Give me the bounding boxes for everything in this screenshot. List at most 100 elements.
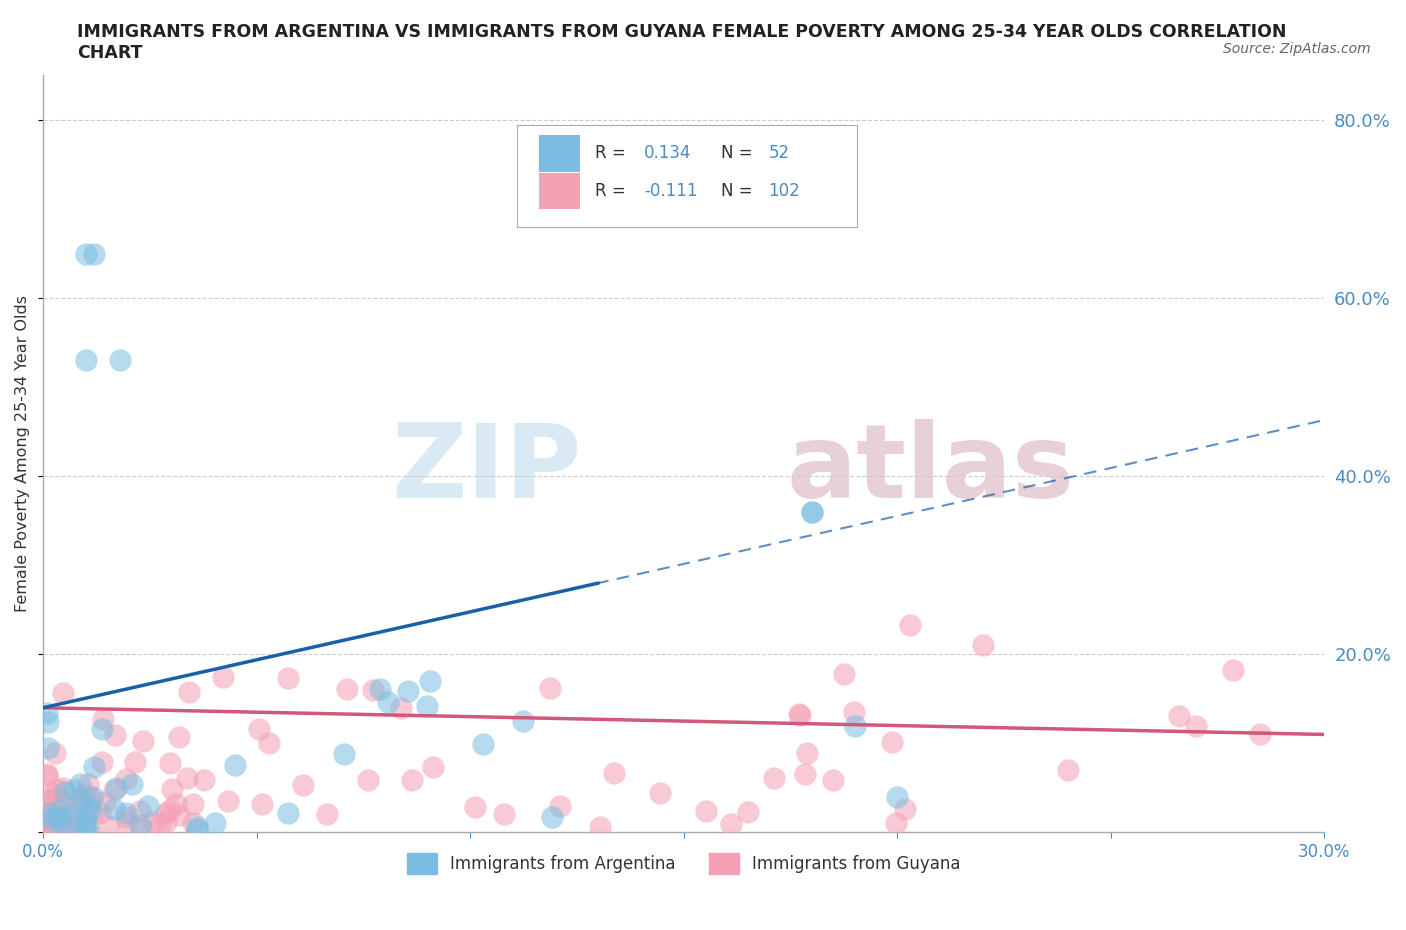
Point	[695, 804, 717, 818]
Text: 102: 102	[768, 182, 800, 200]
Point	[37, 822, 59, 837]
Text: ZIP: ZIP	[391, 418, 581, 520]
Point	[121, 777, 143, 791]
Point	[1222, 662, 1244, 677]
Point	[160, 781, 183, 796]
Point	[464, 799, 486, 814]
Point	[49, 803, 72, 817]
Point	[108, 353, 131, 368]
Point	[56, 817, 79, 831]
Point	[176, 770, 198, 785]
Point	[893, 802, 915, 817]
Point	[38, 792, 60, 807]
Point	[292, 777, 315, 792]
Point	[737, 804, 759, 819]
Point	[66, 792, 89, 807]
Point	[37, 814, 59, 829]
Point	[472, 737, 495, 751]
Point	[79, 803, 101, 817]
Point	[75, 823, 97, 838]
Point	[132, 734, 155, 749]
Point	[844, 718, 866, 733]
Legend: Immigrants from Argentina, Immigrants from Guyana: Immigrants from Argentina, Immigrants fr…	[401, 846, 967, 881]
Point	[45, 781, 67, 796]
Point	[37, 714, 59, 729]
Point	[75, 353, 97, 368]
Point	[69, 777, 91, 791]
Point	[53, 784, 76, 799]
Point	[41, 812, 63, 827]
Point	[257, 736, 280, 751]
Point	[167, 729, 190, 744]
Point	[512, 714, 534, 729]
Text: 0.134: 0.134	[644, 144, 692, 163]
Point	[46, 816, 69, 830]
Point	[800, 504, 823, 519]
Point	[793, 767, 815, 782]
Point	[115, 772, 138, 787]
Point	[165, 796, 187, 811]
Point	[159, 803, 181, 817]
Point	[56, 821, 79, 836]
Point	[250, 797, 273, 812]
Point	[548, 799, 571, 814]
Text: R =: R =	[595, 182, 631, 200]
Point	[37, 790, 59, 805]
Point	[70, 793, 93, 808]
Point	[177, 684, 200, 699]
Point	[401, 773, 423, 788]
Point	[142, 815, 165, 830]
Point	[336, 682, 359, 697]
Point	[37, 766, 59, 781]
Point	[1057, 763, 1080, 777]
Point	[167, 808, 190, 823]
Text: 52: 52	[768, 144, 790, 163]
Point	[52, 685, 75, 700]
Point	[416, 698, 439, 713]
Point	[186, 823, 208, 838]
Point	[117, 815, 139, 830]
Point	[52, 824, 75, 839]
Point	[155, 815, 177, 830]
Point	[91, 711, 114, 726]
Point	[42, 793, 65, 808]
Point	[224, 758, 246, 773]
Point	[1185, 718, 1208, 733]
Point	[277, 805, 299, 820]
Point	[105, 781, 128, 796]
Point	[844, 704, 866, 719]
Point	[129, 817, 152, 832]
Point	[103, 802, 125, 817]
Point	[42, 824, 65, 839]
Point	[357, 773, 380, 788]
Point	[63, 782, 86, 797]
Point	[114, 805, 136, 820]
Point	[37, 769, 59, 784]
Point	[422, 760, 444, 775]
Point	[316, 806, 339, 821]
Point	[800, 504, 823, 519]
Point	[75, 786, 97, 801]
Point	[361, 683, 384, 698]
Bar	[538, 135, 581, 172]
Text: N =: N =	[721, 144, 758, 163]
Point	[60, 806, 83, 821]
Point	[368, 682, 391, 697]
Point	[159, 755, 181, 770]
Point	[62, 812, 84, 827]
Point	[419, 674, 441, 689]
Point	[90, 754, 112, 769]
Point	[796, 745, 818, 760]
Text: atlas: atlas	[786, 418, 1074, 520]
Point	[37, 822, 59, 837]
Point	[37, 806, 59, 821]
Point	[76, 799, 98, 814]
Point	[104, 728, 127, 743]
Point	[129, 820, 152, 835]
Y-axis label: Female Poverty Among 25-34 Year Olds: Female Poverty Among 25-34 Year Olds	[15, 296, 30, 613]
Point	[217, 794, 239, 809]
Point	[247, 722, 270, 737]
Text: N =: N =	[721, 182, 758, 200]
Point	[538, 681, 561, 696]
Point	[886, 790, 908, 804]
